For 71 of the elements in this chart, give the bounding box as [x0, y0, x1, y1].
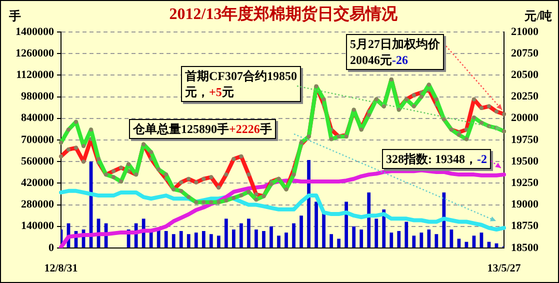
y2-tick-label: 20500 [511, 69, 539, 82]
y-tick-label: 420000 [21, 177, 54, 190]
y2-tick-label: 19000 [511, 198, 539, 211]
x-tick-label: 13/5/27 [487, 262, 522, 274]
bar [224, 218, 228, 248]
bar [149, 231, 153, 248]
annotation: 5月27日加权均价 20046元-26 [346, 34, 444, 70]
y-tick-label: 980000 [21, 90, 54, 103]
bar [300, 216, 303, 248]
y2-tick-label: 20000 [511, 112, 539, 124]
y-tick-label: 840000 [21, 112, 54, 124]
bar [337, 238, 341, 248]
bar [254, 229, 258, 248]
bar [172, 234, 176, 248]
bar [427, 229, 431, 248]
y2-tick-label: 20250 [511, 90, 539, 103]
bar [186, 234, 190, 248]
y-axis-title: 手 [8, 9, 21, 24]
bar [360, 229, 364, 248]
y-tick-label: 140000 [21, 220, 54, 232]
bar [216, 236, 220, 248]
y2-axis-title: 元/吨 [524, 9, 552, 24]
bar [209, 234, 213, 248]
y2-tick-label: 20750 [511, 47, 539, 60]
y2-tick-label: 19500 [511, 155, 539, 168]
y2-tick-label: 21000 [511, 26, 539, 38]
bar [292, 223, 296, 248]
bar [262, 231, 266, 248]
bar [164, 231, 168, 248]
bar [322, 212, 326, 248]
bar [277, 236, 280, 248]
annotation: 仓单总量125890手+2226手 [129, 119, 276, 139]
bar [374, 218, 378, 248]
y2-tick-label: 19250 [511, 177, 539, 190]
bar [202, 231, 206, 248]
bar [390, 232, 394, 248]
bar [194, 232, 198, 248]
x-tick-label: 12/8/31 [44, 262, 78, 274]
bar [404, 222, 408, 248]
y2-tick-label: 18500 [511, 242, 539, 254]
bar [397, 231, 401, 248]
bar [314, 202, 318, 248]
bar [457, 238, 461, 248]
bar [247, 218, 250, 248]
bar [344, 202, 348, 248]
y2-tick-label: 19750 [511, 134, 539, 146]
bar [434, 234, 438, 248]
annotation: 328指数: 19348，-2 [382, 149, 491, 169]
y-tick-label: 1260000 [16, 47, 54, 60]
chart-title: 2012/13年度郑棉期货日交易情况 [169, 4, 399, 24]
bar [232, 229, 236, 248]
annotation: 首期CF307合约19850 元，+5元 [181, 66, 301, 102]
bar [270, 226, 273, 248]
bar [442, 192, 446, 248]
bar [352, 226, 356, 248]
bar [367, 192, 371, 248]
bar [156, 229, 160, 248]
bar [472, 236, 476, 248]
bar [330, 234, 333, 248]
y-tick-label: 0 [48, 242, 54, 254]
bar [240, 223, 243, 248]
y-tick-label: 700000 [21, 134, 54, 146]
y-tick-label: 280000 [21, 198, 54, 211]
y-tick-label: 1400000 [16, 26, 54, 38]
y2-tick-label: 18750 [511, 220, 539, 232]
y-tick-label: 560000 [21, 155, 54, 168]
bar [179, 231, 183, 248]
bar [420, 232, 424, 248]
bar [284, 232, 288, 248]
y-tick-label: 1120000 [16, 69, 54, 82]
bar [412, 236, 416, 248]
